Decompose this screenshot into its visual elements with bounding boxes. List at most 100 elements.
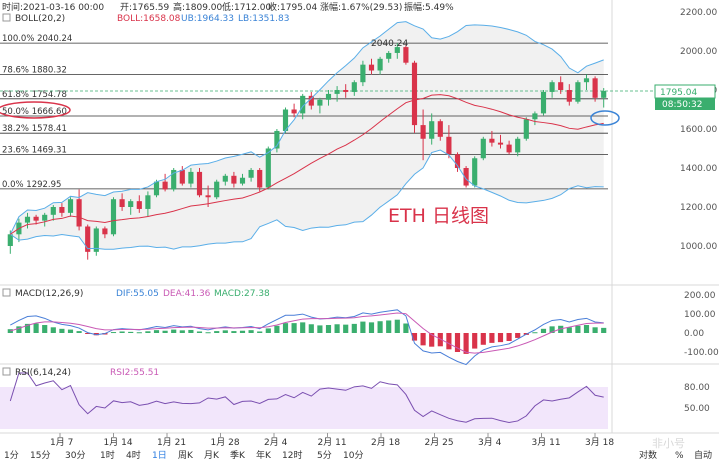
candle-body[interactable] — [411, 62, 418, 126]
candle-body[interactable] — [274, 130, 280, 149]
candle-body[interactable] — [205, 195, 211, 198]
candle-body[interactable] — [463, 168, 469, 186]
period-button[interactable]: 周K — [178, 450, 194, 461]
period-button[interactable]: 1日 — [152, 450, 167, 461]
candle-body[interactable] — [523, 119, 529, 139]
candle-body[interactable] — [145, 195, 151, 209]
candle-body[interactable] — [360, 64, 366, 83]
period-button[interactable]: 5分 — [317, 450, 332, 461]
candle-body[interactable] — [188, 171, 194, 184]
candle-body[interactable] — [214, 181, 220, 198]
macd-bar — [205, 332, 211, 334]
candle-body[interactable] — [558, 82, 564, 90]
candle-body[interactable] — [480, 138, 486, 159]
candle-body[interactable] — [257, 169, 263, 188]
time-badge-text: 08:50:32 — [662, 100, 702, 110]
period-button[interactable]: 30分 — [65, 450, 85, 461]
candle-body[interactable] — [566, 90, 572, 102]
candle-body[interactable] — [497, 142, 504, 145]
candle-body[interactable] — [506, 144, 512, 153]
log-scale-button[interactable]: 对数 — [639, 449, 657, 461]
candle-body[interactable] — [351, 82, 357, 92]
candle-body[interactable] — [179, 169, 185, 184]
candle-body[interactable] — [291, 109, 297, 114]
macd-bar — [325, 325, 332, 333]
candle-body[interactable] — [394, 47, 400, 53]
candle-body[interactable] — [343, 90, 349, 92]
candle-body[interactable] — [196, 171, 203, 196]
period-button[interactable]: 4时 — [126, 449, 141, 461]
auto-scale-button[interactable]: 自动 — [694, 449, 712, 461]
candle-body[interactable] — [231, 175, 237, 184]
period-button[interactable]: 年K — [256, 449, 272, 461]
candle-body[interactable] — [85, 226, 91, 252]
candle-body[interactable] — [7, 234, 13, 246]
candle-body[interactable] — [222, 175, 228, 182]
candle-body[interactable] — [308, 95, 314, 106]
candle-body[interactable] — [42, 214, 48, 221]
rsi-collapse-icon[interactable] — [2, 367, 11, 376]
candle-body[interactable] — [76, 199, 82, 227]
candle-body[interactable] — [549, 82, 555, 92]
macd-bar — [420, 333, 426, 346]
macd-bar — [429, 333, 435, 347]
fib-label: 100.0% 2040.24 — [2, 34, 72, 44]
percent-scale-button[interactable]: % — [675, 451, 684, 461]
fib-label: 78.6% 1880.32 — [2, 65, 67, 75]
candle-body[interactable] — [265, 148, 271, 188]
candle-body[interactable] — [377, 58, 383, 71]
candle-body[interactable] — [437, 121, 443, 137]
period-button[interactable]: 1分 — [4, 450, 19, 461]
candle-body[interactable] — [128, 201, 134, 207]
candle-body[interactable] — [317, 99, 323, 106]
candle-body[interactable] — [368, 64, 375, 71]
candle-body[interactable] — [540, 91, 547, 114]
candle-body[interactable] — [386, 52, 392, 59]
candle-body[interactable] — [454, 154, 461, 168]
candle-body[interactable] — [532, 113, 538, 120]
candle-body[interactable] — [171, 169, 177, 190]
candle-body[interactable] — [489, 138, 495, 143]
candle-body[interactable] — [119, 199, 125, 207]
candle-body[interactable] — [325, 93, 332, 100]
candle-body[interactable] — [592, 78, 598, 98]
date-label: 2月 11 — [318, 437, 347, 448]
candle-body[interactable] — [429, 121, 435, 139]
candle-body[interactable] — [515, 138, 521, 153]
candle-body[interactable] — [583, 78, 590, 83]
period-button[interactable]: 1时 — [100, 449, 115, 461]
candle-body[interactable] — [50, 207, 56, 215]
candle-body[interactable] — [153, 181, 160, 196]
candle-body[interactable] — [136, 201, 142, 209]
candle-body[interactable] — [239, 177, 246, 184]
candle-body[interactable] — [334, 90, 340, 94]
candle-body[interactable] — [472, 158, 478, 186]
candle-body[interactable] — [601, 90, 607, 98]
period-button[interactable]: 月K — [204, 450, 220, 461]
macd-collapse-icon[interactable] — [2, 288, 11, 297]
period-button[interactable]: 10分 — [343, 450, 363, 461]
candle-body[interactable] — [67, 199, 74, 213]
macd-bar — [540, 328, 547, 333]
candle-body[interactable] — [59, 207, 65, 213]
period-button[interactable]: 12时 — [282, 449, 302, 461]
period-button[interactable]: 15分 — [30, 450, 50, 461]
candle-body[interactable] — [575, 82, 581, 102]
candle-body[interactable] — [110, 199, 117, 235]
candle-body[interactable] — [162, 181, 168, 190]
candle-body[interactable] — [33, 216, 39, 221]
candle-body[interactable] — [420, 125, 426, 139]
candle-body[interactable] — [102, 228, 108, 235]
candle-body[interactable] — [300, 95, 306, 114]
candle-body[interactable] — [248, 169, 254, 178]
candle-body[interactable] — [446, 136, 452, 155]
price-axis-label: 2200.00 — [680, 8, 717, 18]
period-button[interactable]: 季K — [230, 449, 246, 461]
candle-body[interactable] — [24, 216, 31, 223]
candle-body[interactable] — [93, 228, 99, 252]
collapse-icon[interactable] — [2, 13, 11, 22]
candle-body[interactable] — [403, 47, 409, 63]
candle-body[interactable] — [282, 109, 289, 131]
macd-bar — [334, 324, 340, 333]
